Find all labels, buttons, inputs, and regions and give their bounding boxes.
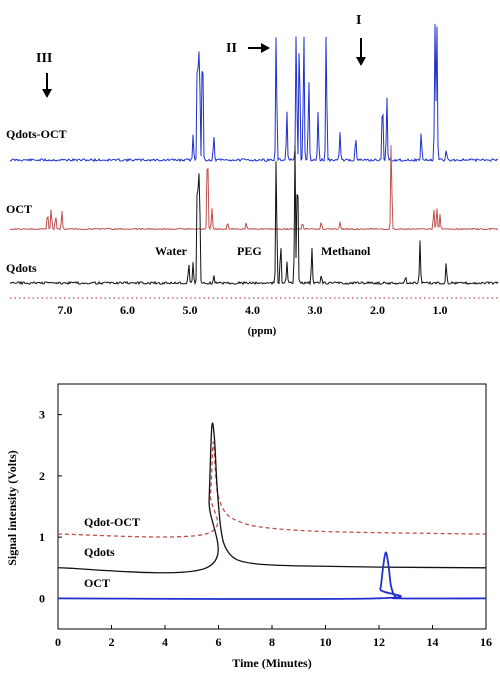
- ppm-tick-label: 6.0: [120, 303, 135, 317]
- chromatogram-traces: [57, 422, 487, 600]
- nmr-trace-0: [9, 23, 498, 163]
- nmr-spectrum-chart: 7.0 6.0 5.0 4.0 3.0 2.0 1.0 (ppm) Qdots-OCT OC…: [6, 13, 499, 337]
- chromatogram-trace-qdots: [57, 422, 487, 574]
- series-label-oct: OCT: [84, 576, 110, 590]
- series-label-oct: OCT: [6, 202, 32, 216]
- plot-frame: [57, 383, 487, 630]
- x-tick-label: 14: [427, 635, 439, 649]
- x-tick-label: 0: [55, 635, 61, 649]
- x-tick-label: 12: [373, 635, 385, 649]
- y-tick-label: 0: [39, 591, 45, 605]
- y-axis-label: Signal intensity (Volts): [5, 450, 19, 566]
- peak-marker-iii-label: III: [36, 51, 52, 66]
- peak-name-methanol: Methanol: [321, 244, 371, 258]
- down-arrow-icon: [356, 38, 366, 66]
- right-arrow-icon: [248, 43, 270, 53]
- peak-marker-i-label: I: [356, 13, 361, 28]
- ppm-tick-label: 4.0: [245, 303, 260, 317]
- x-tick-label: 2: [109, 635, 115, 649]
- peak-name-water: Water: [155, 244, 188, 258]
- ppm-axis-label: (ppm): [248, 325, 277, 337]
- nmr-trace-1: [9, 145, 499, 231]
- series-label-qdot-oct: Qdot-OCT: [84, 515, 140, 529]
- x-axis-label: Time (Minutes): [232, 656, 311, 670]
- x-tick-label: 4: [162, 635, 168, 649]
- series-label-qdots-oct: Qdots-OCT: [6, 127, 67, 141]
- chromatogram-trace-qdot-oct: [57, 441, 487, 538]
- peak-marker-ii-label: II: [226, 41, 237, 56]
- x-tick-label: 6: [216, 635, 222, 649]
- ppm-tick-label: 3.0: [308, 303, 323, 317]
- series-label-qdots: Qdots: [84, 545, 115, 559]
- ppm-tick-label: 1.0: [433, 303, 448, 317]
- ppm-tick-label: 5.0: [183, 303, 198, 317]
- y-tick-label: 3: [39, 408, 45, 422]
- ppm-tick-labels: 7.0 6.0 5.0 4.0 3.0 2.0 1.0: [58, 303, 448, 317]
- x-tick-label: 10: [320, 635, 332, 649]
- ppm-tick-label: 7.0: [58, 303, 73, 317]
- nmr-traces: [9, 23, 499, 286]
- down-arrow-icon: [42, 73, 52, 98]
- ppm-tick-label: 2.0: [370, 303, 385, 317]
- y-tick-label: 2: [39, 469, 45, 483]
- x-tick-label: 16: [480, 635, 492, 649]
- series-label-qdots: Qdots: [6, 261, 37, 275]
- y-tick-label: 1: [39, 530, 45, 544]
- nmr-trace-2: [9, 146, 499, 286]
- x-tick-label: 8: [269, 635, 275, 649]
- chromatogram-trace-oct: [57, 551, 487, 600]
- peak-name-peg: PEG: [237, 244, 262, 258]
